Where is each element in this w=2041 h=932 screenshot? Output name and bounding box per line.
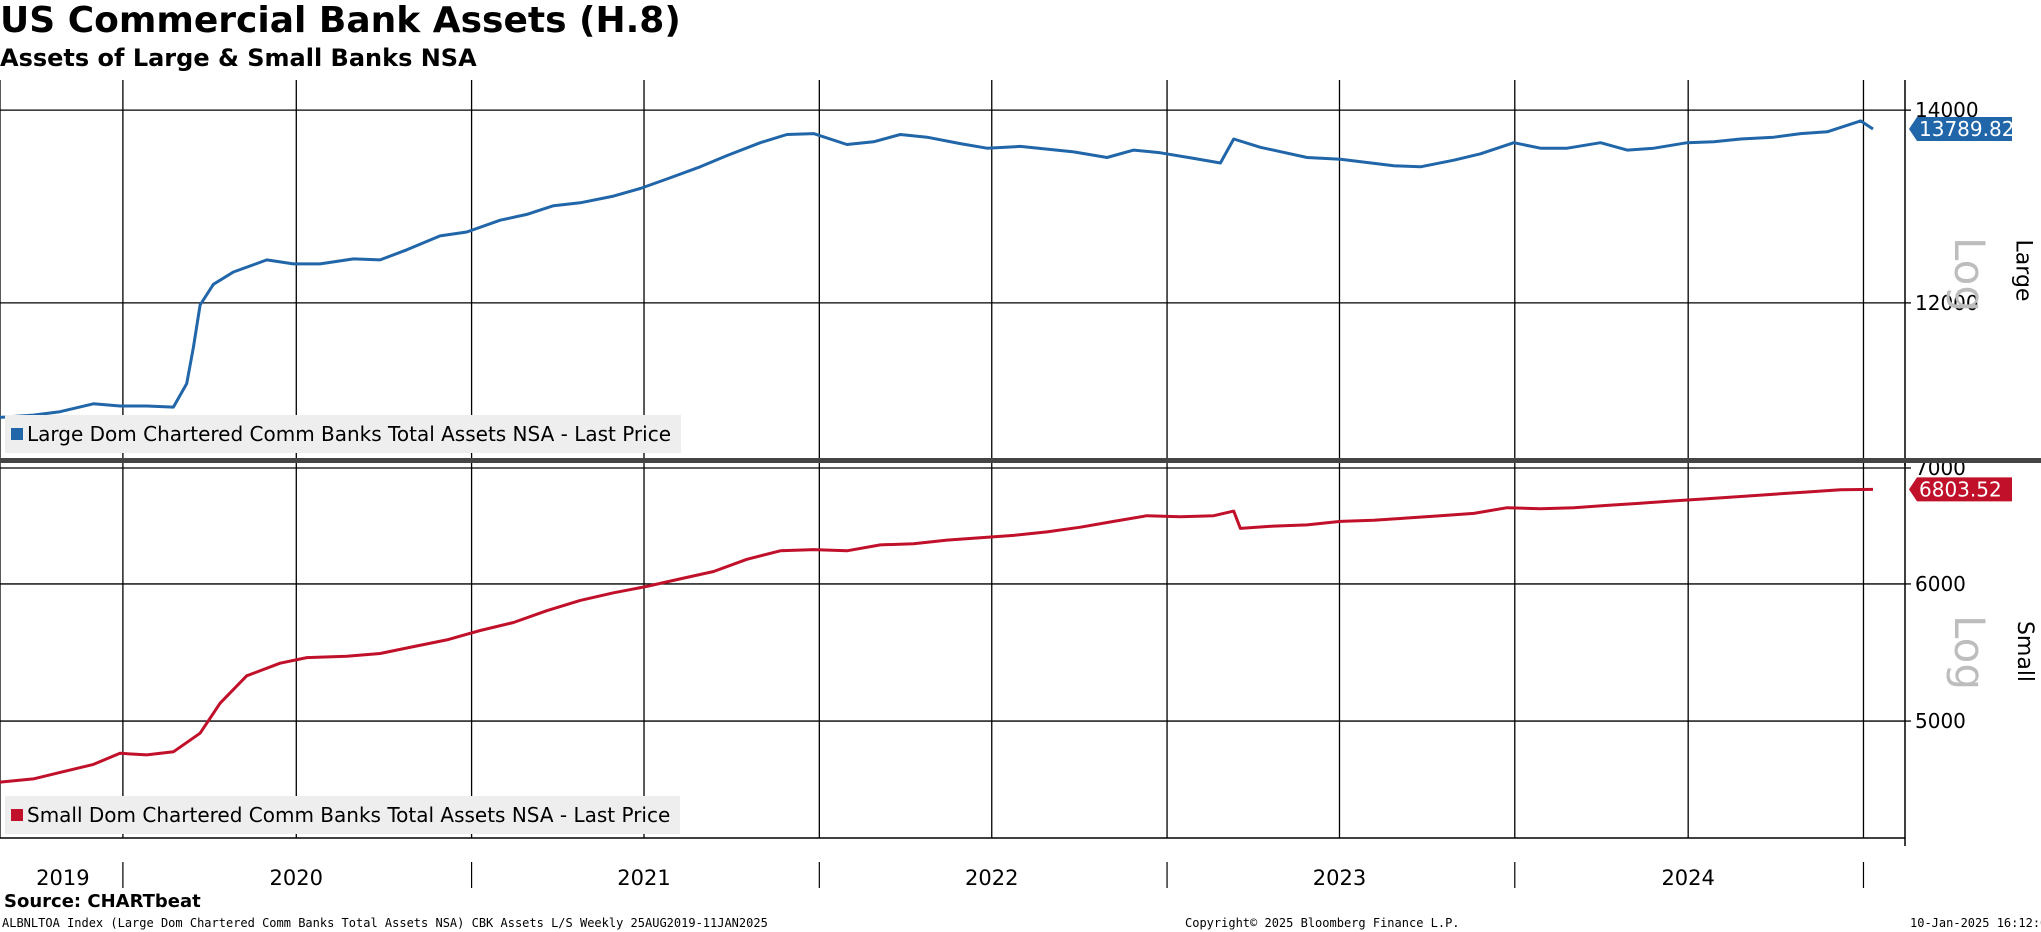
y-tick-label: 6000 [1915, 572, 1966, 596]
series-line-large [0, 119, 1874, 419]
x-tick-label: 2023 [1313, 866, 1366, 890]
footer-timestamp: 10-Jan-2025 16:12:04 [1910, 916, 2041, 930]
footer-copyright: Copyright© 2025 Bloomberg Finance L.P. [1185, 916, 1460, 930]
legend-large-label: Large Dom Chartered Comm Banks Total Ass… [27, 422, 672, 446]
last-value-tag-bg [1909, 117, 2012, 142]
footer-description: ALBNLTOA Index (Large Dom Chartered Comm… [2, 916, 768, 930]
y-tick-label: 5000 [1915, 709, 1966, 733]
x-tick-label: 2021 [617, 866, 670, 890]
log-scale-small: Log [1945, 614, 1995, 691]
chart-subtitle: Assets of Large & Small Banks NSA [0, 44, 477, 72]
legend-large-swatch [11, 427, 23, 440]
panel-label-small: Small [2012, 620, 2038, 683]
x-tick-label: 2024 [1661, 866, 1714, 890]
legend-small: Small Dom Chartered Comm Banks Total Ass… [5, 796, 681, 834]
source-note: Source: CHARTbeat [4, 891, 201, 912]
last-value-tag-text: 6803.52 [1919, 477, 2002, 501]
last-value-tag-text: 13789.82 [1919, 117, 2014, 141]
last-value-tag-large: 13789.82 [1909, 117, 2014, 142]
chart-title: US Commercial Bank Assets (H.8) [0, 0, 681, 41]
legend-small-label: Small Dom Chartered Comm Banks Total Ass… [27, 803, 671, 827]
y-tick-label: 12000 [1915, 291, 1979, 315]
series-line-small [0, 487, 1874, 784]
last-value-tag-bg [1909, 477, 2012, 502]
panel-label-large: Large [2010, 239, 2036, 302]
x-tick-label: 2022 [965, 866, 1018, 890]
log-scale-large: Log [1945, 236, 1995, 313]
last-value-tag-small: 6803.52 [1909, 477, 2012, 502]
x-tick-label: 2019 [36, 866, 89, 890]
panel-separator [0, 458, 2041, 463]
x-tick-label: 2020 [270, 866, 323, 890]
legend-small-swatch [11, 808, 23, 821]
legend-large: Large Dom Chartered Comm Banks Total Ass… [5, 415, 682, 453]
